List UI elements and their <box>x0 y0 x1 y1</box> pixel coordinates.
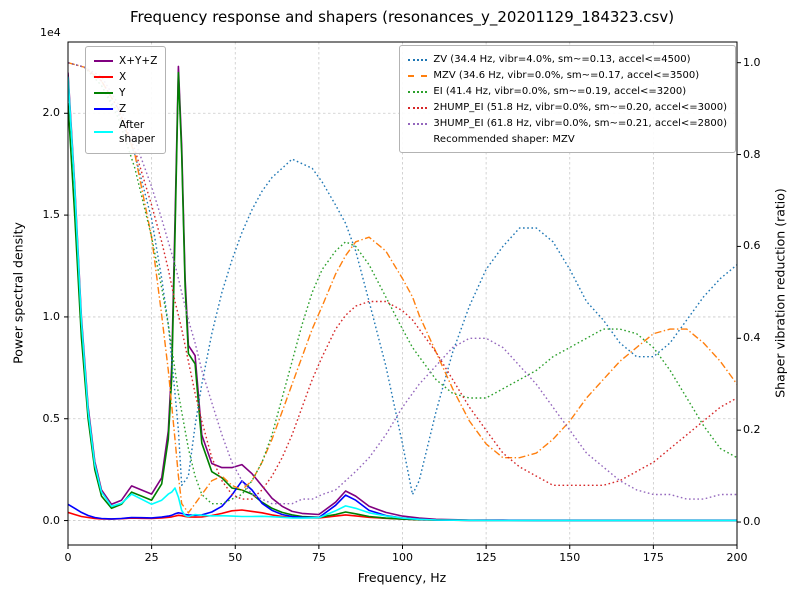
x-tick-label: 100 <box>392 551 413 564</box>
legend-swatch <box>94 92 113 94</box>
legend-shapers: ZV (34.4 Hz, vibr=4.0%, sm~=0.13, accel<… <box>399 45 736 153</box>
legend-label: ZV (34.4 Hz, vibr=4.0%, sm~=0.13, accel<… <box>433 54 691 65</box>
legend-swatch <box>408 91 428 93</box>
series-ei <box>68 62 737 505</box>
y-left-tick-label: 1.5 <box>42 208 61 222</box>
y-right-tick-label: 0.6 <box>743 239 761 253</box>
legend-swatch <box>94 131 113 133</box>
legend-label: MZV (34.6 Hz, vibr=0.0%, sm~=0.17, accel… <box>433 70 700 81</box>
y-left-axis-label: Power spectral density <box>10 222 26 364</box>
legend-label: X+Y+Z <box>119 55 158 67</box>
x-tick-label: 175 <box>642 551 664 564</box>
y-right-axis-label: Shaper vibration reduction (ratio) <box>772 188 788 398</box>
series-2hump-ei <box>68 62 737 500</box>
legend-label: Y <box>119 87 126 99</box>
y-right-tick-label: 1.0 <box>743 55 761 69</box>
y-right-tick-label: 0.0 <box>743 515 761 528</box>
series-after-shaper <box>68 76 737 522</box>
legend-label: EI (41.4 Hz, vibr=0.0%, sm~=0.19, accel<… <box>433 86 687 97</box>
legend-item: X <box>94 70 157 84</box>
chart-title: Frequency response and shapers (resonanc… <box>129 8 675 26</box>
legend-item: EI (41.4 Hz, vibr=0.0%, sm~=0.19, accel<… <box>408 85 727 99</box>
y-left-tick-label: 0.5 <box>42 411 61 425</box>
series-layer <box>68 62 737 522</box>
legend-swatch <box>408 75 428 77</box>
x-tick-label: 150 <box>559 551 581 564</box>
legend-label: X <box>119 71 127 83</box>
legend-swatch <box>94 60 113 62</box>
y-right-tick-label: 0.8 <box>743 147 761 161</box>
legend-label: After shaper <box>119 119 156 145</box>
y-right-tick-label: 0.4 <box>743 331 761 345</box>
legend-label: Z <box>119 103 127 115</box>
legend-label: 3HUMP_EI (61.8 Hz, vibr=0.0%, sm~=0.21, … <box>433 118 727 129</box>
recommended-shaper-note: Recommended shaper: MZV <box>433 134 575 145</box>
y-left-tick-label: 0.0 <box>42 513 61 527</box>
y-left-tick-label: 1.0 <box>42 309 61 323</box>
series-mzv <box>68 62 737 514</box>
legend-swatch <box>94 76 113 78</box>
legend-item: X+Y+Z <box>94 54 157 68</box>
legend-item: Y <box>94 86 157 100</box>
legend-label: 2HUMP_EI (51.8 Hz, vibr=0.0%, sm~=0.20, … <box>433 102 727 113</box>
y-right-tick-label: 0.2 <box>743 423 761 437</box>
series-x-y-z <box>68 65 737 522</box>
x-tick-label: 200 <box>726 551 748 564</box>
x-tick-label: 50 <box>228 551 243 564</box>
legend-item: MZV (34.6 Hz, vibr=0.0%, sm~=0.17, accel… <box>408 69 727 83</box>
x-tick-label: 125 <box>475 551 497 564</box>
x-tick-label: 75 <box>311 551 326 564</box>
legend-swatch <box>408 59 428 61</box>
x-axis-label: Frequency, Hz <box>357 570 447 585</box>
series-3hump-ei <box>68 62 737 505</box>
legend-item: Z <box>94 102 157 116</box>
y-left-tick-label: 2.0 <box>42 106 61 120</box>
legend-swatch <box>408 107 428 109</box>
legend-item: 3HUMP_EI (61.8 Hz, vibr=0.0%, sm~=0.21, … <box>408 117 727 131</box>
x-tick-label: 25 <box>144 551 159 564</box>
legend-item: 2HUMP_EI (51.8 Hz, vibr=0.0%, sm~=0.20, … <box>408 101 727 115</box>
legend-item: After shaper <box>94 118 157 146</box>
y-left-offset-text: 1e4 <box>40 26 61 39</box>
tickmarks <box>64 62 741 549</box>
x-tick-label: 0 <box>64 551 72 564</box>
legend-swatch <box>408 123 428 125</box>
legend-swatch <box>94 108 113 110</box>
legend-psd: X+Y+Z X Y Z After shaper <box>85 46 167 154</box>
legend-item: ZV (34.4 Hz, vibr=4.0%, sm~=0.13, accel<… <box>408 53 727 67</box>
